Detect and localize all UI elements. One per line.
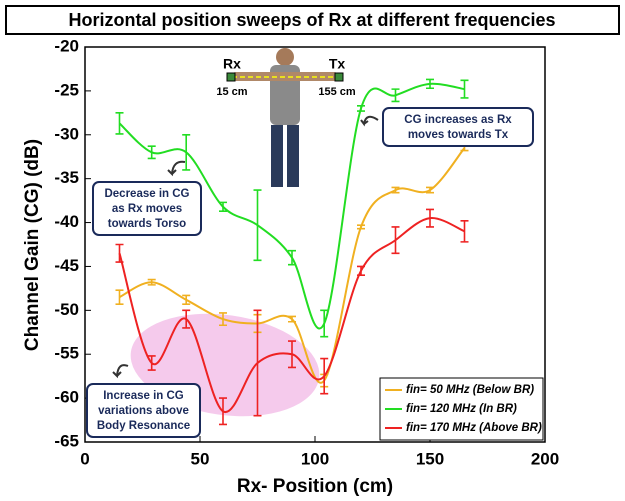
error-bar [219,397,227,426]
y-tick-label: -60 [54,388,79,407]
y-axis-label: Channel Gain (CG) (dB) [22,139,43,351]
y-tick-label: -55 [54,344,79,363]
tx-distance: 155 cm [318,86,356,98]
y-tick-label: -35 [54,168,79,187]
x-tick-label: 100 [301,449,329,468]
legend-label: fin= 120 MHz (In BR) [406,403,517,415]
annotation-box [92,181,202,236]
error-bar [182,133,191,171]
error-bar [426,78,434,90]
y-tick-label: -25 [54,80,79,99]
human-figure [226,48,344,187]
error-bar [391,226,400,255]
annotation-text: towards Torso [108,218,186,230]
error-bar [219,312,227,327]
error-bar [391,88,400,103]
error-bar [147,355,156,371]
error-bar [147,145,156,160]
x-tick-label: 0 [80,449,89,468]
legend-label: fin= 50 MHz (Below BR) [406,384,534,396]
annotation-text: Body Resonance [97,420,190,432]
error-bar [253,309,262,417]
annotation-text: Increase in CG [103,390,184,402]
chart-title: Horizontal position sweeps of Rx at diff… [68,10,555,30]
error-bar [219,201,227,212]
annotation-text: CG increases as Rx [404,114,512,126]
error-bar [115,289,124,305]
y-tick-label: -20 [54,36,79,55]
error-bar [357,224,365,230]
error-bar [182,309,191,329]
rx-distance: 15 cm [216,86,247,98]
arrow-icons [112,115,379,379]
tx-label: Tx [329,56,346,72]
x-tick-label: 50 [191,449,210,468]
error-bar [460,220,469,243]
y-tick-label: -30 [54,124,79,143]
error-bar [391,186,400,194]
annotation-box [382,107,534,147]
error-bar [288,249,296,266]
error-bar [320,309,329,338]
error-bar [460,79,469,99]
legend-box [379,377,544,441]
error-bar [182,294,191,305]
error-bar [288,340,296,369]
title-box [5,5,620,35]
annotation-text: as Rx moves [112,203,182,215]
annotation-text: Decrease in CG [104,188,189,200]
series-line [119,147,466,384]
x-tick-label: 200 [531,449,559,468]
error-bar [357,105,365,112]
annotation-box [86,383,201,438]
error-bar [357,265,365,277]
y-tick-label: -45 [54,256,79,275]
annotation-text: variations above [98,405,189,417]
y-tick-label: -40 [54,212,79,231]
error-bar [147,278,156,286]
y-tick-label: -50 [54,300,79,319]
error-bar [115,112,124,135]
legend-label: fin= 170 MHz (Above BR) [406,422,542,434]
error-bar [288,315,296,323]
x-tick-label: 150 [416,449,444,468]
error-bar [426,208,434,228]
y-tick-label: -65 [54,431,79,450]
error-bar [253,189,262,262]
x-axis-label: Rx- Position (cm) [237,476,393,497]
error-bar [320,357,329,395]
error-bar [426,186,434,194]
rx-label: Rx [223,56,241,72]
annotation-text: moves towards Tx [408,129,509,141]
error-bar [115,243,124,263]
